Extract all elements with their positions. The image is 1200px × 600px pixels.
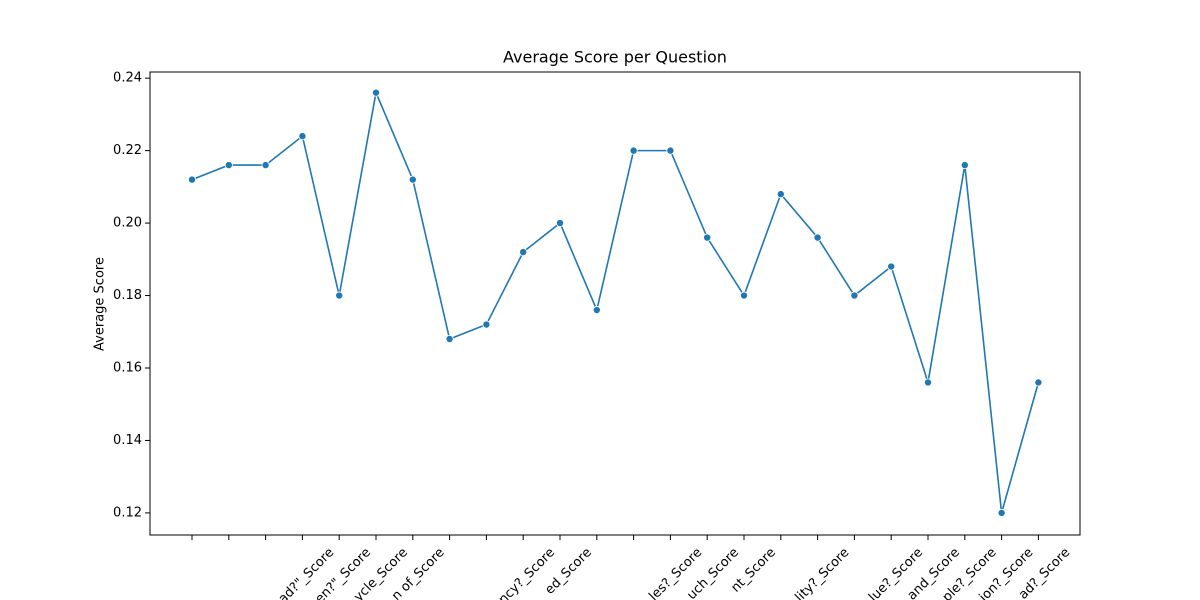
point <box>187 175 196 184</box>
plot-frame <box>149 71 1081 536</box>
point <box>556 219 565 228</box>
y-axis-label: Average Score <box>93 257 108 351</box>
y-tick-label: 0.14 <box>113 433 142 448</box>
point <box>445 335 454 344</box>
point <box>519 248 528 257</box>
y-tick-label: 0.24 <box>113 71 142 86</box>
y-tick-label: 0.16 <box>113 360 142 375</box>
point <box>224 161 233 170</box>
point <box>740 291 749 300</box>
y-tick-label: 0.12 <box>113 505 142 520</box>
point <box>776 190 785 199</box>
y-tick-label: 0.22 <box>113 143 142 158</box>
y-tick-label: 0.18 <box>113 288 142 303</box>
point <box>924 378 933 387</box>
point <box>592 306 601 315</box>
point <box>408 175 417 184</box>
point <box>887 262 896 271</box>
x-tick-label: lity?_Score <box>792 545 852 600</box>
point <box>850 291 859 300</box>
y-tick-label: 0.20 <box>113 216 142 231</box>
point <box>335 291 344 300</box>
chart-title: Average Score per Question <box>503 48 727 67</box>
point <box>960 161 969 170</box>
point <box>629 146 638 155</box>
point <box>703 233 712 242</box>
point <box>1034 378 1043 387</box>
point <box>813 233 822 242</box>
point <box>997 508 1006 517</box>
line <box>191 89 1040 514</box>
point <box>298 132 307 141</box>
point <box>371 88 380 97</box>
point <box>482 320 491 329</box>
point <box>666 146 675 155</box>
point <box>261 161 270 170</box>
